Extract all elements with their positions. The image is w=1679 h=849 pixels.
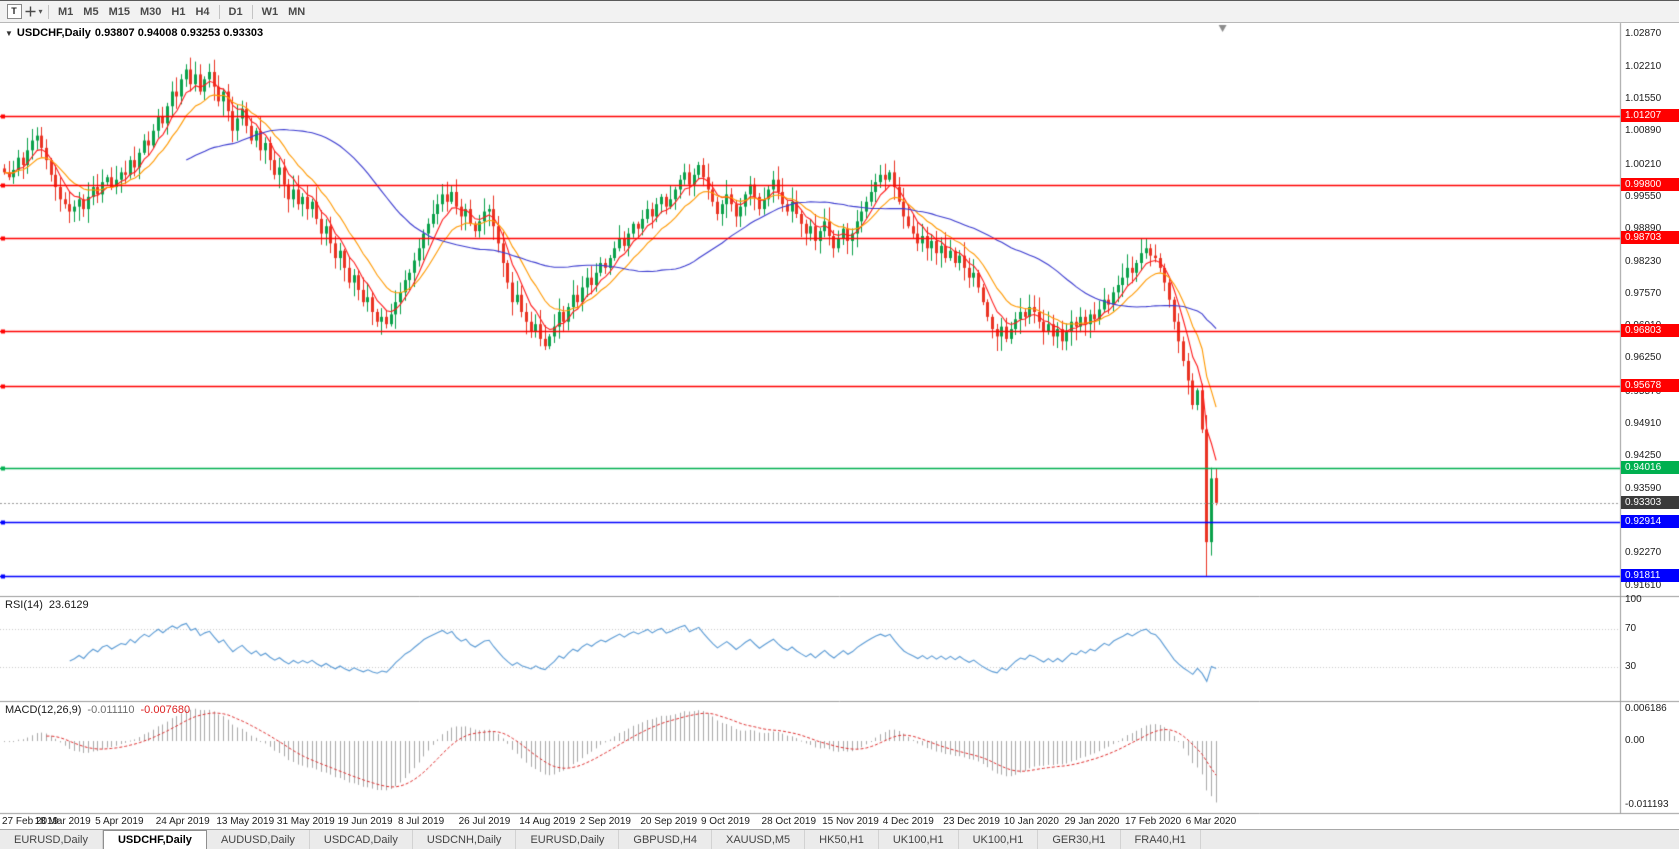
rsi-value: 23.6129	[48, 599, 89, 611]
chart-tab-usdcad-daily-3[interactable]: USDCAD,Daily	[309, 830, 413, 849]
timeframe-button-m15[interactable]: M15	[108, 5, 130, 18]
timeframe-button-m5[interactable]: M5	[83, 5, 99, 18]
crosshair-icon	[25, 6, 36, 17]
chart-ohlc-values: 0.93807 0.94008 0.93253 0.93303	[94, 27, 264, 39]
chart-toolbar: T ▾ M1 M5 M15 M30 H1 H4 D1 W1 MN	[0, 1, 1679, 23]
chart-tab-hk50-h1-8[interactable]: HK50,H1	[805, 830, 879, 849]
collapse-chart-icon[interactable]: ▼	[5, 28, 13, 38]
price-chart[interactable]	[0, 1, 1679, 829]
macd-indicator-label: MACD(12,26,9) -0.011110 -0.007680	[5, 704, 190, 716]
timeframe-button-h1[interactable]: H1	[171, 5, 186, 18]
chart-tab-bar: EURUSD,Daily USDCHF,Daily AUDUSD,Daily USDC…	[0, 829, 1679, 849]
timeframe-button-group: M1 M5 M15 M30 H1 H4 D1 W1 MN	[53, 4, 310, 19]
text-tool-button[interactable]: T	[5, 3, 23, 21]
chart-tab-usdchf-daily-1[interactable]: USDCHF,Daily	[102, 830, 207, 849]
rsi-name: RSI(14)	[5, 599, 43, 611]
chart-tab-eurusd-daily-0[interactable]: EURUSD,Daily	[0, 830, 103, 849]
chart-tab-uk100-h1-9[interactable]: UK100,H1	[878, 830, 959, 849]
chart-symbol-label: USDCHF,Daily	[16, 27, 91, 39]
timeframe-button-m1[interactable]: M1	[58, 5, 74, 18]
chevron-down-icon: ▾	[38, 7, 43, 16]
timeframe-button-mn[interactable]: MN	[288, 5, 306, 18]
chart-title: ▼ USDCHF,Daily 0.93807 0.94008 0.93253 0…	[5, 27, 263, 39]
chart-tab-ger30-h1-11[interactable]: GER30,H1	[1038, 830, 1121, 849]
chart-tab-audusd-daily-2[interactable]: AUDUSD,Daily	[206, 830, 310, 849]
toolbar-separator	[251, 4, 253, 19]
text-tool-icon: T	[6, 4, 22, 19]
chart-tab-uk100-h1-10[interactable]: UK100,H1	[958, 830, 1039, 849]
timeframe-button-d1[interactable]: D1	[228, 5, 243, 18]
rsi-indicator-label: RSI(14) 23.6129	[5, 599, 89, 611]
timeframe-button-w1[interactable]: W1	[261, 5, 279, 18]
chart-tab-usdcnh-daily-4[interactable]: USDCNH,Daily	[412, 830, 517, 849]
macd-signal-value: -0.007680	[140, 704, 191, 716]
crosshair-tool-button[interactable]: ▾	[25, 3, 43, 21]
macd-name: MACD(12,26,9)	[5, 704, 82, 716]
chart-tab-eurusd-daily-5[interactable]: EURUSD,Daily	[516, 830, 620, 849]
chart-tab-fra40-h1-12[interactable]: FRA40,H1	[1120, 830, 1201, 849]
toolbar-separator	[218, 4, 220, 19]
macd-main-value: -0.011110	[87, 704, 135, 716]
chart-tab-xauusd-m5-7[interactable]: XAUUSD,M5	[711, 830, 806, 849]
timeframe-button-m30[interactable]: M30	[139, 5, 162, 18]
toolbar-separator	[48, 4, 49, 19]
chart-tab-gbpusd-h4-6[interactable]: GBPUSD,H4	[619, 830, 712, 849]
timeframe-button-h4[interactable]: H4	[195, 5, 210, 18]
